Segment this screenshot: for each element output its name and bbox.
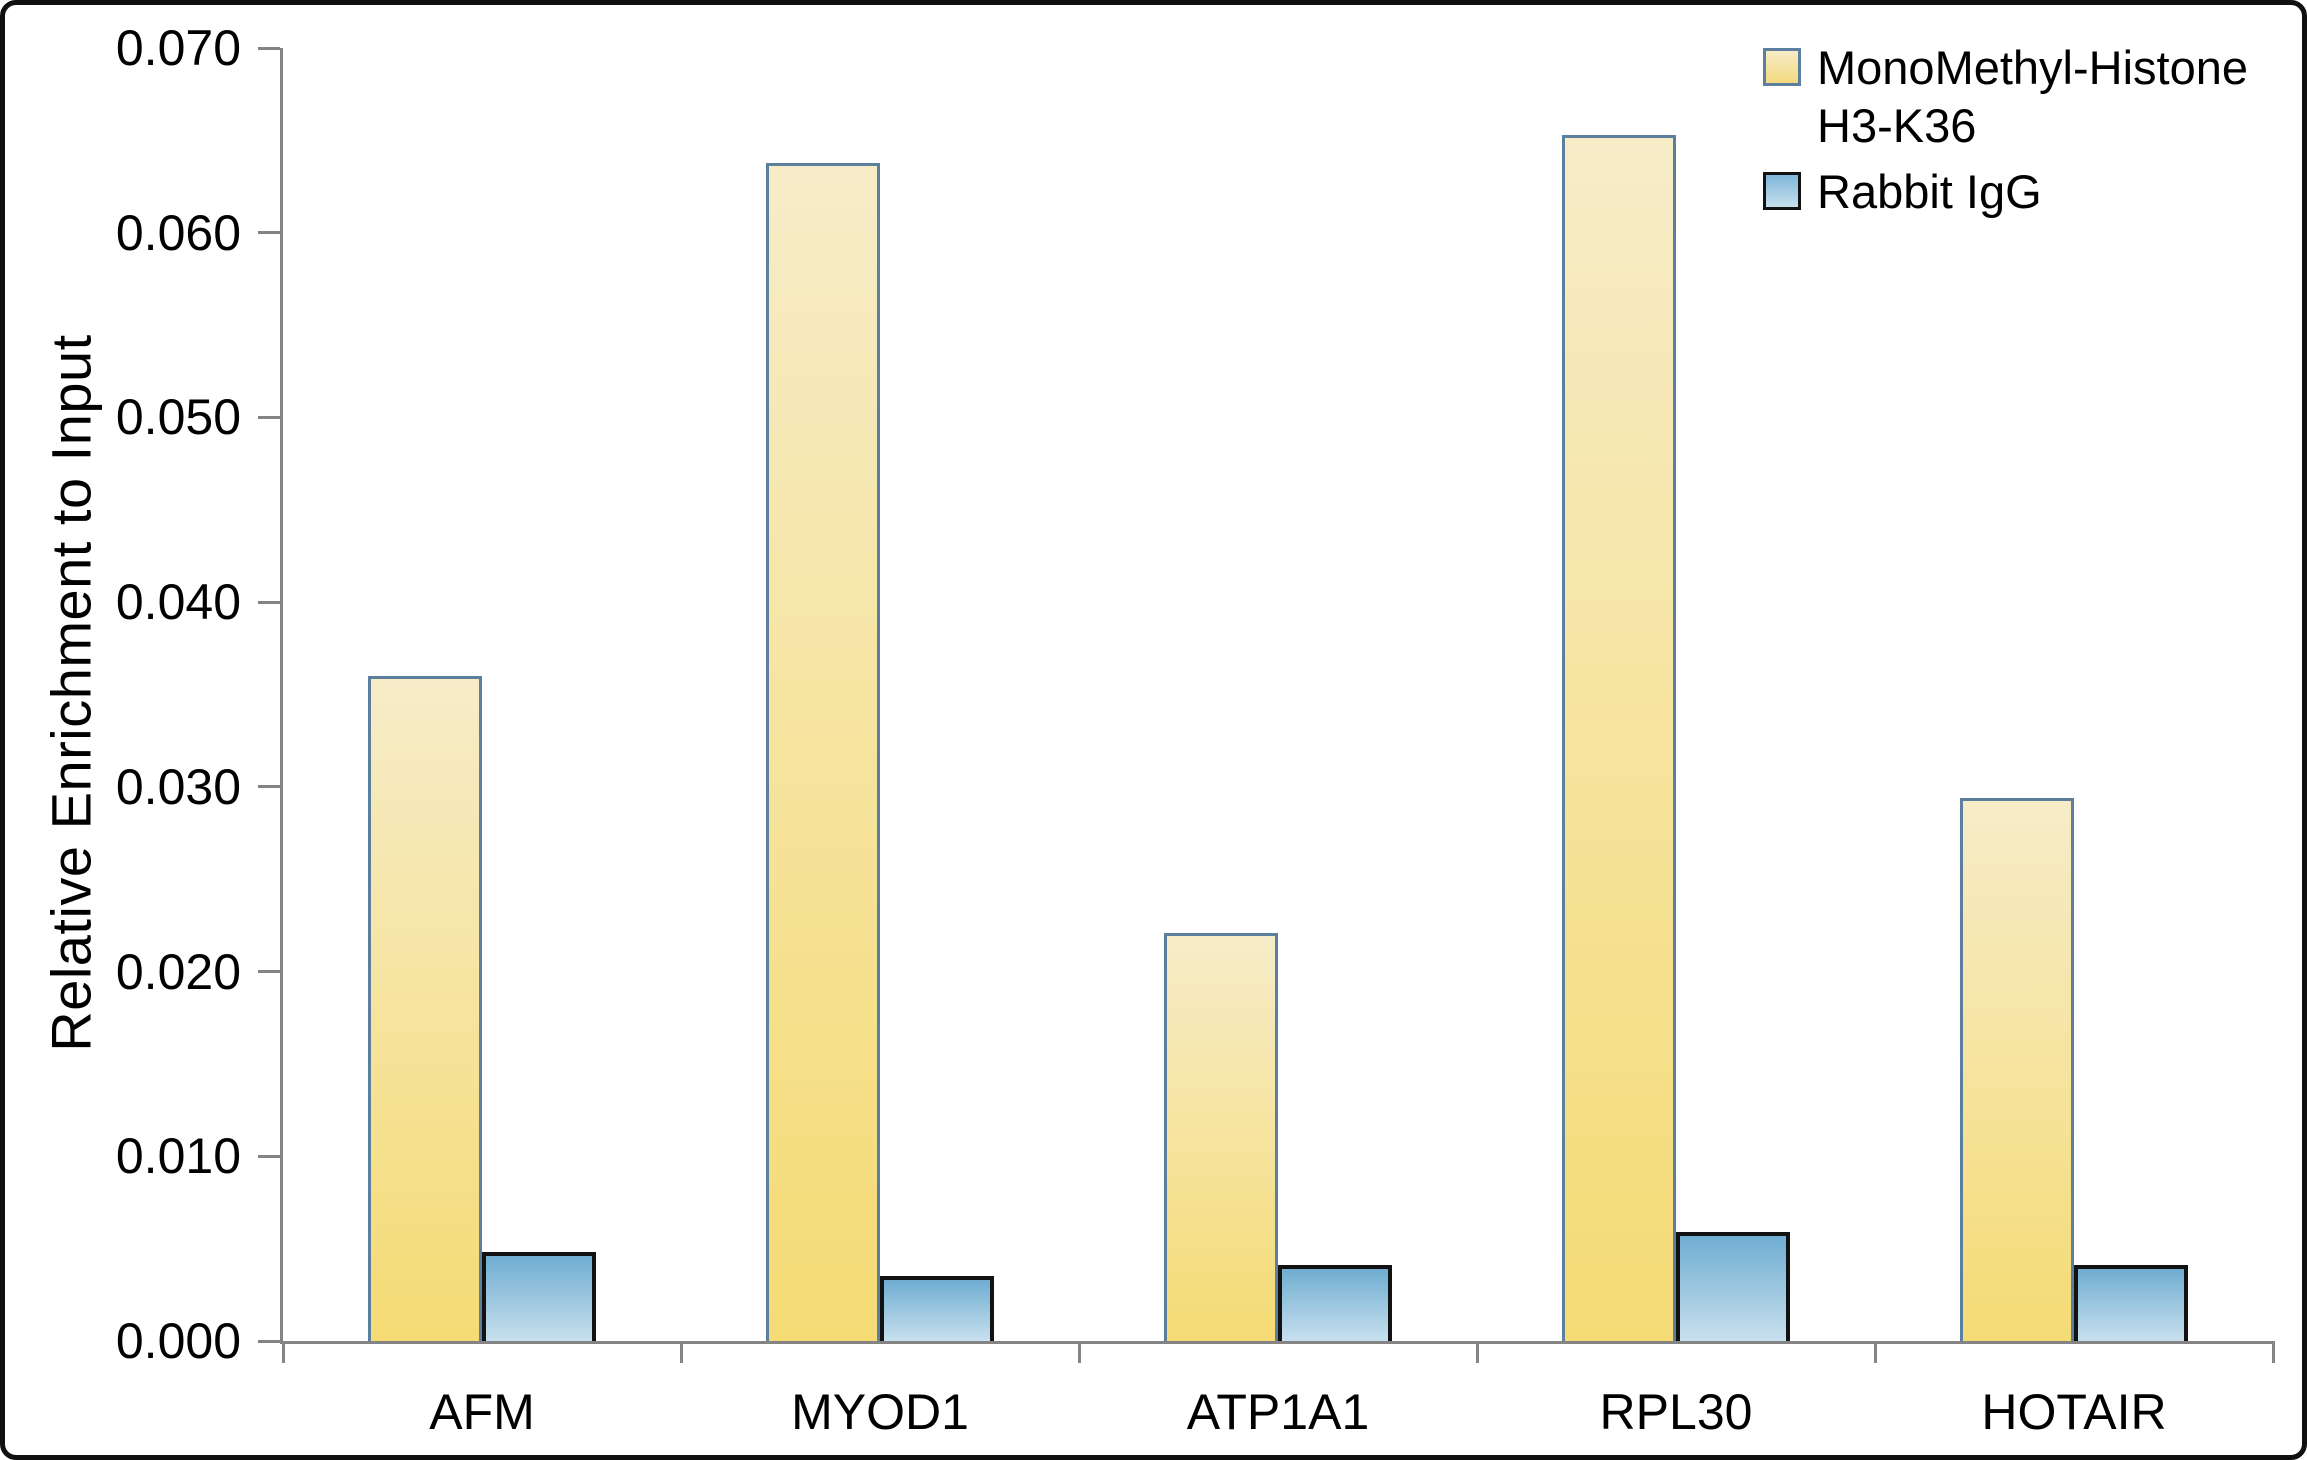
y-tick-mark (258, 600, 280, 604)
bar-rabbit-igg-afm (482, 1252, 596, 1341)
bar-rabbit-igg-hotair (2074, 1265, 2188, 1341)
x-tick-mark (2271, 1341, 2275, 1363)
y-tick-label: 0.040 (115, 574, 241, 631)
x-axis-label-atp1a1: ATP1A1 (1186, 1384, 1370, 1440)
y-tick-label: 0.020 (115, 943, 241, 1000)
x-axis-label-hotair: HOTAIR (1981, 1384, 2167, 1440)
bar-rabbit-igg-atp1a1 (1278, 1265, 1392, 1341)
x-axis-label-afm: AFM (429, 1384, 535, 1440)
y-tick-mark (258, 970, 280, 974)
y-tick-label: 0.030 (115, 758, 241, 815)
x-axis-label-rpl30: RPL30 (1599, 1384, 1753, 1440)
bar-rabbit-igg-rpl30 (1676, 1232, 1790, 1341)
bar-monomethyl-histone-h3-k36-atp1a1 (1164, 932, 1278, 1341)
legend-label-rabbit-igg: Rabbit IgG (1817, 165, 2042, 218)
legend-swatch-monomethyl-histone-h3-k36 (1763, 48, 1801, 86)
y-tick-mark (258, 46, 280, 50)
y-tick-mark (258, 415, 280, 419)
bar-monomethyl-histone-h3-k36-rpl30 (1562, 134, 1676, 1341)
x-tick-mark (1475, 1341, 1479, 1363)
y-tick-label: 0.010 (115, 1128, 241, 1185)
legend-entry-rabbit-igg: Rabbit IgG (1763, 163, 2297, 221)
y-tick-mark (258, 1154, 280, 1158)
y-tick-label: 0.050 (115, 389, 241, 446)
bar-rabbit-igg-myod1 (880, 1276, 994, 1341)
legend-entry-monomethyl-histone-h3-k36: MonoMethyl-Histone H3-K36 (1763, 39, 2297, 155)
x-tick-mark (1077, 1341, 1081, 1363)
x-tick-mark (281, 1341, 285, 1363)
y-tick-label: 0.070 (115, 20, 241, 76)
x-tick-mark (1873, 1341, 1877, 1363)
legend-swatch-rabbit-igg (1763, 172, 1801, 210)
y-tick-label: 0.060 (115, 204, 241, 261)
legend: MonoMethyl-Histone H3-K36 Rabbit IgG (1763, 39, 2297, 221)
x-axis-label-myod1: MYOD1 (791, 1384, 969, 1440)
bar-monomethyl-histone-h3-k36-myod1 (766, 162, 880, 1341)
plot-area: 0.000 0.010 0.020 0.030 0.040 0.050 0.060 0.070… (116, 20, 2275, 1440)
y-tick-mark (258, 231, 280, 235)
x-tick-mark (679, 1341, 683, 1363)
legend-label-monomethyl-histone-h3-k36: MonoMethyl-Histone H3-K36 (1817, 41, 2249, 152)
y-tick-mark (258, 1339, 280, 1343)
y-tick-mark (258, 785, 280, 789)
bar-monomethyl-histone-h3-k36-hotair (1960, 797, 2074, 1341)
bar-monomethyl-histone-h3-k36-afm (368, 676, 482, 1341)
y-tick-label: 0.000 (115, 1313, 241, 1369)
